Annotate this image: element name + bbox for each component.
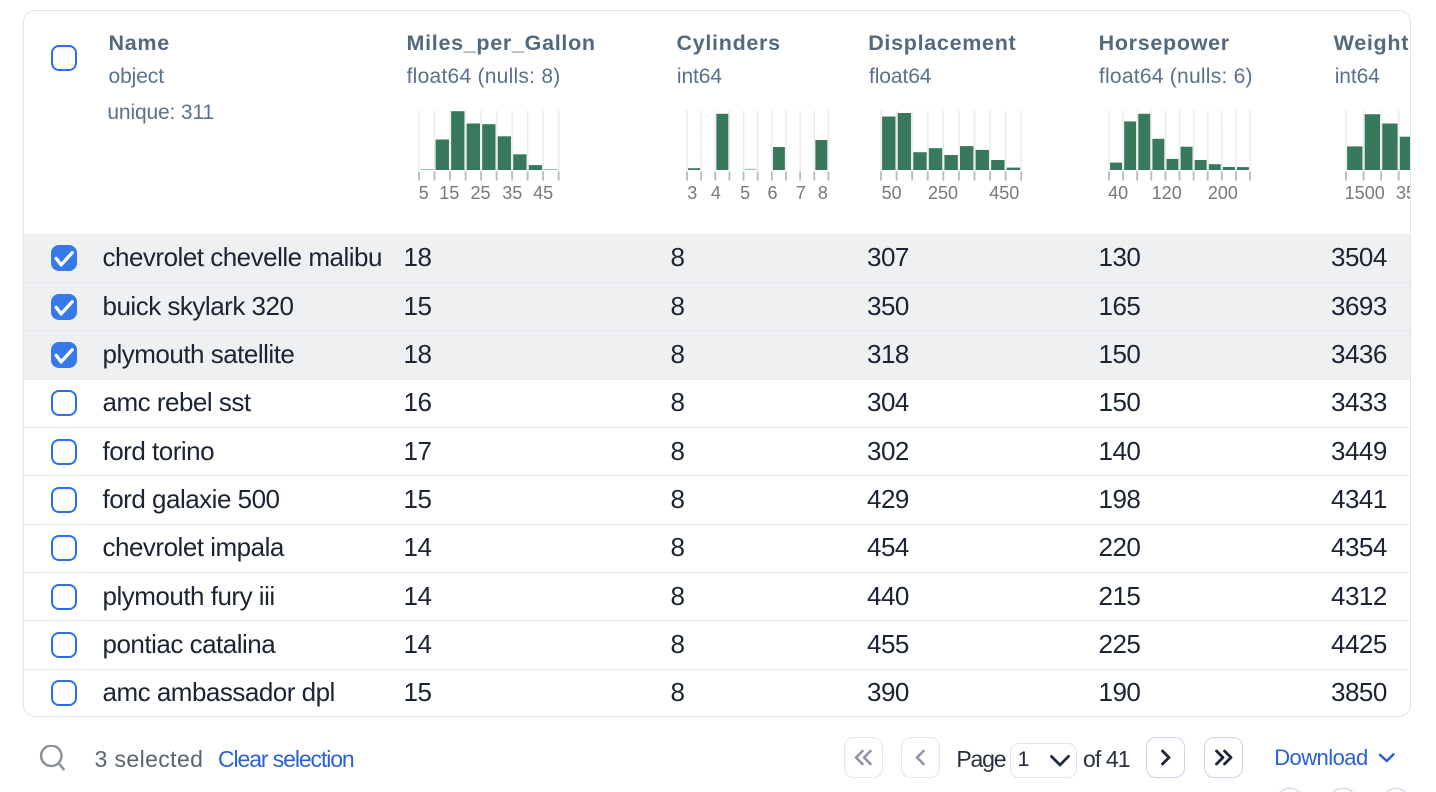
svg-text:5: 5 [740,183,750,202]
svg-text:45: 45 [533,183,553,202]
svg-text:8: 8 [818,183,828,202]
svg-text:450: 450 [989,183,1019,202]
svg-text:15: 15 [439,183,459,202]
svg-text:7: 7 [796,183,806,202]
svg-text:35: 35 [502,183,522,202]
svg-text:200: 200 [1208,183,1238,202]
svg-text:3500: 3500 [1396,183,1411,202]
svg-text:40: 40 [1108,183,1128,202]
svg-text:250: 250 [928,183,958,202]
svg-text:6: 6 [767,183,777,202]
svg-text:120: 120 [1152,183,1182,202]
svg-text:1500: 1500 [1344,183,1384,202]
svg-text:5: 5 [418,183,428,202]
svg-text:50: 50 [881,183,901,202]
svg-text:3: 3 [687,183,697,202]
svg-text:4: 4 [711,183,721,202]
svg-text:25: 25 [470,183,490,202]
